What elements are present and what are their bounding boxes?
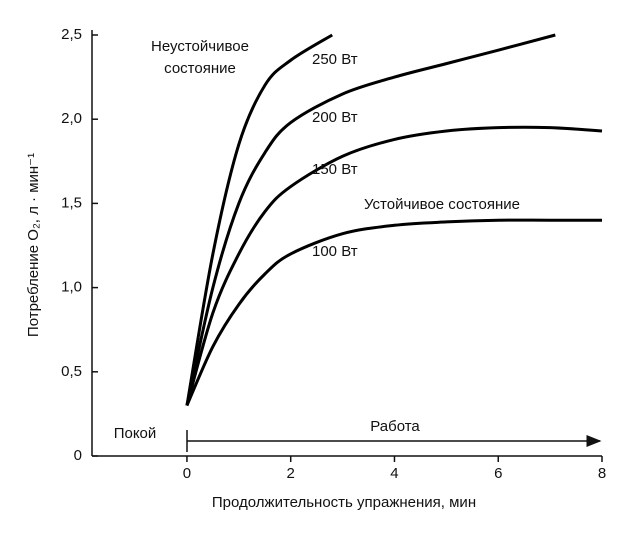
y-tick-label: 0,5 [61, 363, 82, 380]
annotation: Работа [370, 418, 420, 435]
x-tick-label: 0 [183, 465, 191, 482]
y-tick-label: 2,0 [61, 110, 82, 127]
y-tick-label: 0 [74, 447, 82, 464]
annotation: Покой [114, 425, 157, 442]
series-line [185, 33, 556, 406]
series-label: 200 Вт [312, 109, 358, 126]
x-tick-label: 8 [598, 465, 606, 482]
series-label: 100 Вт [312, 243, 358, 260]
series-label: 250 Вт [312, 51, 358, 68]
y-tick-label: 1,0 [61, 279, 82, 296]
x-tick-label: 2 [287, 465, 295, 482]
series-label: 150 Вт [312, 161, 358, 178]
annotation: Неустойчивое [151, 38, 249, 55]
x-tick-label: 6 [494, 465, 502, 482]
series-line [185, 218, 602, 407]
y-tick-label: 1,5 [61, 194, 82, 211]
x-axis-label: Продолжительность упражнения, мин [212, 494, 476, 511]
annotation: состояние [164, 60, 236, 77]
annotation: Устойчивое состояние [364, 196, 520, 213]
series-line [185, 125, 603, 406]
series-line [185, 33, 333, 406]
y-axis-label: Потребление O₂, л · мин⁻¹ [25, 153, 42, 337]
x-tick-label: 4 [390, 465, 398, 482]
y-tick-label: 2,5 [61, 26, 82, 43]
